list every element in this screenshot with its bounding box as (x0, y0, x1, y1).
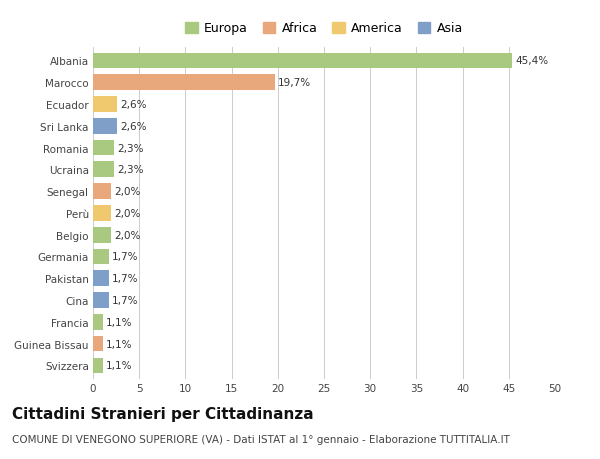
Bar (93, 97, 117, 112)
Text: 2,0%: 2,0% (114, 208, 140, 218)
Text: 1,1%: 1,1% (106, 317, 133, 327)
Text: 45,4%: 45,4% (515, 56, 548, 66)
Bar (93, 249, 109, 265)
Bar (93, 227, 112, 243)
Bar (93, 118, 117, 134)
Text: 2,0%: 2,0% (114, 230, 140, 240)
Text: 1,7%: 1,7% (112, 252, 138, 262)
Bar (93, 184, 112, 200)
Text: 1,1%: 1,1% (106, 339, 133, 349)
Text: 2,3%: 2,3% (117, 165, 143, 175)
Text: Cittadini Stranieri per Cittadinanza: Cittadini Stranieri per Cittadinanza (12, 406, 314, 421)
Text: 1,7%: 1,7% (112, 274, 138, 284)
Bar (93, 358, 103, 374)
Legend: Europa, Africa, America, Asia: Europa, Africa, America, Asia (185, 22, 463, 35)
Text: 19,7%: 19,7% (278, 78, 311, 88)
Bar (93, 271, 109, 286)
Bar (93, 206, 112, 221)
Text: COMUNE DI VENEGONO SUPERIORE (VA) - Dati ISTAT al 1° gennaio - Elaborazione TUTT: COMUNE DI VENEGONO SUPERIORE (VA) - Dati… (12, 434, 510, 444)
Text: 2,6%: 2,6% (120, 100, 146, 110)
Bar (93, 53, 512, 69)
Text: 2,0%: 2,0% (114, 187, 140, 197)
Bar (93, 140, 114, 156)
Text: 2,6%: 2,6% (120, 122, 146, 131)
Bar (93, 314, 103, 330)
Bar (93, 292, 109, 308)
Text: 2,3%: 2,3% (117, 143, 143, 153)
Bar (93, 75, 275, 91)
Bar (93, 336, 103, 352)
Bar (93, 162, 114, 178)
Text: 1,1%: 1,1% (106, 361, 133, 370)
Text: 1,7%: 1,7% (112, 296, 138, 305)
